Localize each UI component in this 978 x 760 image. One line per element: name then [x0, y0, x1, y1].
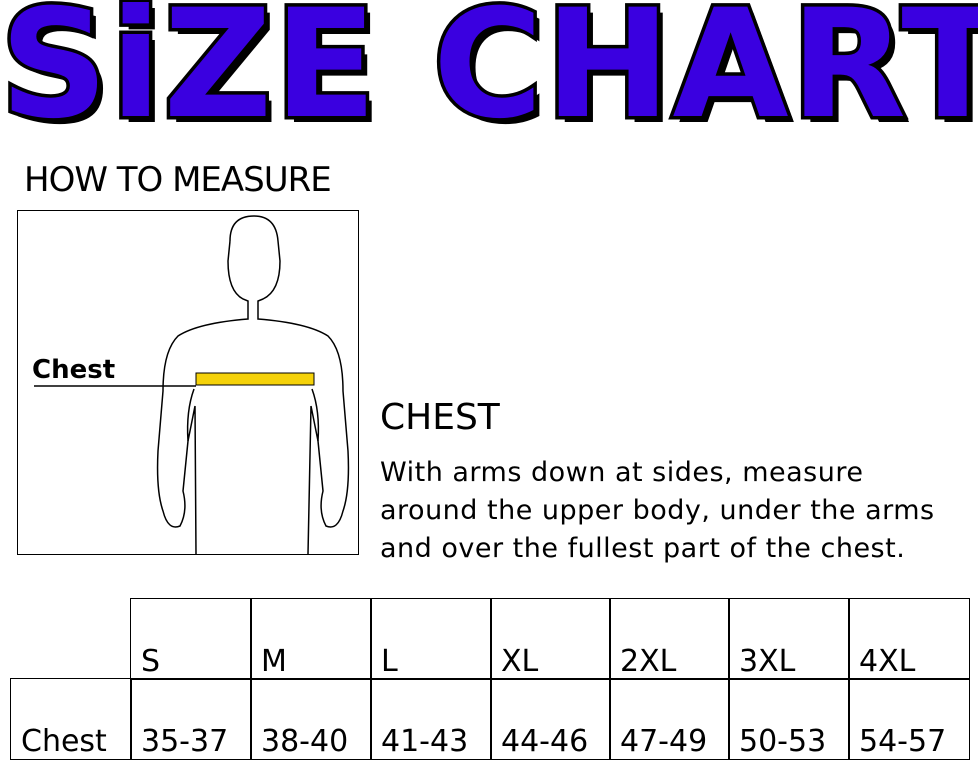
chest-value-cell: 54-57	[848, 678, 970, 760]
row-label-cell: Chest	[10, 678, 132, 760]
instruction-line: and over the fullest part of the chest.	[380, 533, 906, 564]
how-to-measure-heading: HOW TO MEASURE	[24, 160, 332, 200]
chest-section-title: CHEST	[380, 397, 500, 438]
size-header-cell: XL	[490, 598, 611, 680]
size-header-cell: M	[250, 598, 372, 680]
chest-label: Chest	[32, 355, 116, 385]
measure-figure	[17, 210, 359, 555]
size-chart-title: SiZE CHART	[0, 0, 978, 156]
chest-value-cell: 44-46	[490, 678, 611, 760]
size-header-cell: S	[130, 598, 252, 680]
chest-value-cell: 41-43	[370, 678, 492, 760]
body-outline-illustration	[34, 215, 350, 555]
size-header-cell: 3XL	[728, 598, 850, 680]
instruction-line: With arms down at sides, measure	[380, 457, 864, 488]
chest-value-cell: 35-37	[130, 678, 252, 760]
size-header-cell: L	[370, 598, 492, 680]
measuring-tape	[195, 372, 315, 386]
chest-instructions: With arms down at sides, measure around …	[380, 454, 935, 568]
instruction-line: around the upper body, under the arms	[380, 495, 935, 526]
chest-value-cell: 47-49	[609, 678, 730, 760]
chest-value-cell: 50-53	[728, 678, 850, 760]
size-header-cell: 4XL	[848, 598, 970, 680]
size-header-cell: 2XL	[609, 598, 730, 680]
chest-value-cell: 38-40	[250, 678, 372, 760]
